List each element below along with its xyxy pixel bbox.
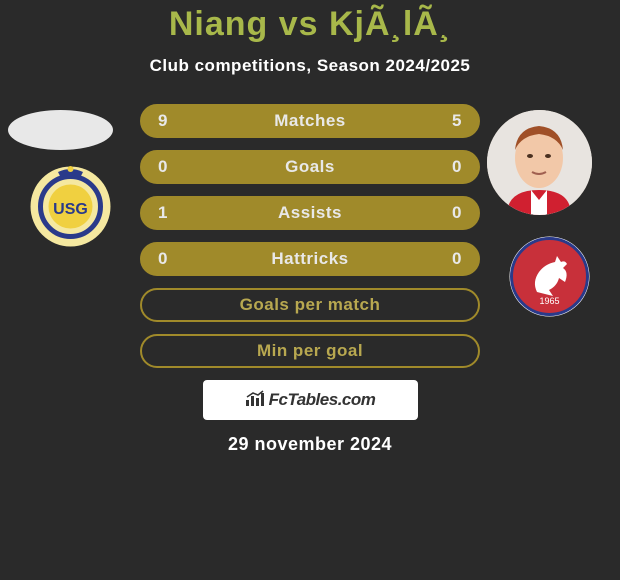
player-avatar-right <box>487 110 592 215</box>
stat-value-right: 0 <box>452 157 462 177</box>
date-label: 29 november 2024 <box>0 434 620 455</box>
stat-value-right: 0 <box>452 249 462 269</box>
stat-value-right: 0 <box>452 203 462 223</box>
page-title: Niang vs KjÃ¸lÃ¸ <box>0 5 620 44</box>
stat-value-left: 9 <box>158 111 168 131</box>
stat-label: Matches <box>142 111 478 131</box>
stats-list: 9Matches50Goals01Assists00Hattricks0Goal… <box>140 104 480 368</box>
stat-row: Min per goal <box>140 334 480 368</box>
title-text: Niang vs KjÃ¸lÃ¸ <box>169 5 451 43</box>
stat-row: 9Matches5 <box>140 104 480 138</box>
chart-icon <box>245 390 265 411</box>
stat-row: 0Goals0 <box>140 150 480 184</box>
stat-row: 0Hattricks0 <box>140 242 480 276</box>
subtitle: Club competitions, Season 2024/2025 <box>0 56 620 76</box>
stat-row: Goals per match <box>140 288 480 322</box>
player-avatar-left <box>8 110 113 150</box>
fctables-logo: FcTables.com <box>203 380 418 420</box>
stat-label: Goals <box>142 157 478 177</box>
club-badge-right: 1965 <box>507 234 592 319</box>
stat-row: 1Assists0 <box>140 196 480 230</box>
stat-label: Min per goal <box>142 341 478 361</box>
club-badge-left: USG <box>28 164 113 249</box>
stat-value-left: 0 <box>158 249 168 269</box>
stat-value-left: 0 <box>158 157 168 177</box>
stat-value-right: 5 <box>452 111 462 131</box>
stat-label: Hattricks <box>142 249 478 269</box>
stat-label: Goals per match <box>142 295 478 315</box>
logo-text: FcTables.com <box>269 390 376 410</box>
comparison-content: USG 1965 <box>0 104 620 455</box>
svg-text:USG: USG <box>53 201 88 218</box>
stat-value-left: 1 <box>158 203 168 223</box>
stat-label: Assists <box>142 203 478 223</box>
svg-text:1965: 1965 <box>539 296 559 306</box>
